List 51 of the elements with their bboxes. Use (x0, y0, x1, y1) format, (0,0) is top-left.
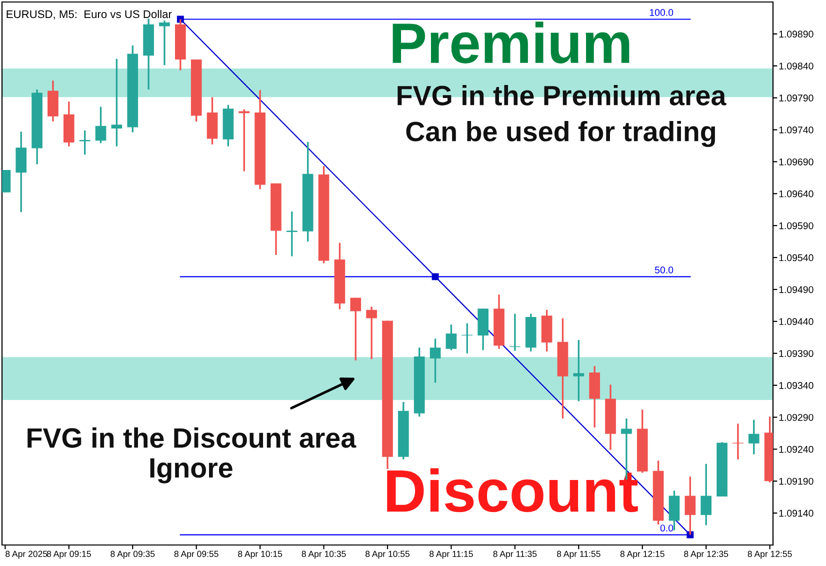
y-tick-label: 1.09690 (779, 158, 814, 166)
y-tick-label: 1.09490 (779, 286, 814, 294)
x-tick-label: 8 Apr 11:15 (430, 550, 473, 559)
point (432, 273, 439, 280)
x-tick-label: 8 Apr 11:55 (556, 550, 600, 559)
x-tick-label: 8 Apr 10:35 (302, 550, 346, 559)
series-label: 50.0 (654, 266, 674, 274)
candlestick (366, 306, 377, 360)
candlestick (286, 210, 298, 258)
candlestick (79, 130, 90, 156)
y-tick-label: 1.09640 (779, 190, 814, 198)
y-tick-label: 1.09290 (779, 414, 814, 421)
candlestick (111, 58, 122, 148)
x-tick-label: 8 Apr 09:55 (174, 550, 218, 559)
x-tick-label: 8 Apr 09:15 (46, 550, 91, 559)
annotation: FVG in the Discount area Ignore (28, 427, 356, 484)
series-label: 100.0 (650, 9, 674, 16)
y-tick-label: 1.09840 (779, 62, 814, 70)
candlestick (446, 324, 457, 351)
x-tick-label: 8 Apr 2025 (6, 550, 48, 559)
candlestick (350, 296, 362, 362)
annotation: FVG in the Premium area Can be used for trading (398, 85, 726, 148)
candlestick (159, 20, 170, 66)
series-label: 0.0 (660, 524, 674, 532)
y-tick-label: 1.09740 (779, 126, 814, 134)
x-tick-label: 8 Apr 10:55 (366, 550, 410, 559)
candlestick (700, 463, 712, 526)
candlestick (238, 108, 250, 172)
candlestick (748, 418, 760, 456)
y-tick-label: 1.09140 (779, 510, 814, 517)
y-tick-label: 1.09240 (779, 446, 814, 453)
y-tick-label: 1.09890 (779, 30, 814, 38)
x-tick-label: 8 Apr 12:35 (684, 550, 728, 559)
annotation: Premium (392, 22, 630, 64)
candlestick (430, 338, 441, 384)
text: EURUSD, M5: Euro vs US Dollar (6, 10, 172, 20)
candlestick (573, 339, 584, 402)
y-tick-label: 1.09190 (779, 478, 814, 485)
x-tick-label: 8 Apr 10:15 (238, 550, 282, 559)
y-tick-label: 1.09440 (779, 318, 814, 326)
candlestick (95, 106, 106, 144)
x-tick-label: 8 Apr 11:35 (493, 550, 537, 559)
y-tick-label: 1.09540 (779, 254, 814, 262)
y-tick-label: 1.09790 (779, 94, 814, 102)
x-tick-label: 8 Apr 12:55 (748, 550, 792, 559)
x-tick-label: 8 Apr 09:35 (110, 550, 155, 559)
y-tick-label: 1.09340 (779, 382, 814, 389)
y-tick-label: 1.09590 (779, 222, 814, 230)
annotation: Discount (387, 468, 638, 512)
y-tick-label: 1.09390 (779, 350, 814, 357)
x-tick-label: 8 Apr 12:15 (620, 550, 664, 559)
